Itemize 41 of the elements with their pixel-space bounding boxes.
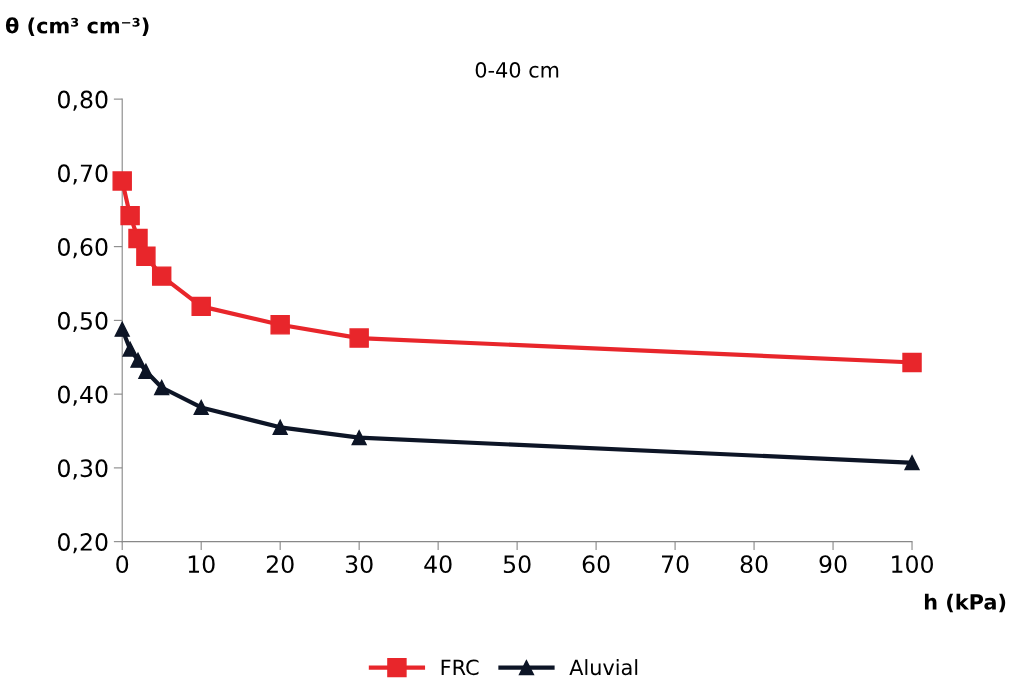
x-tick-label: 30 bbox=[345, 555, 373, 574]
x-tick-label: 90 bbox=[819, 555, 847, 574]
legend-label: Aluvial bbox=[569, 659, 638, 676]
y-tick-label: 0,80 bbox=[58, 90, 108, 111]
x-tick-label: 40 bbox=[424, 555, 452, 574]
x-tick-label: 70 bbox=[662, 555, 689, 574]
x-tick-label: 60 bbox=[582, 555, 610, 574]
y-tick-label: 0,40 bbox=[58, 385, 108, 406]
x-tick-label: 100 bbox=[892, 555, 933, 574]
point bbox=[136, 246, 156, 266]
y-tick-label: 0,70 bbox=[58, 164, 108, 185]
point bbox=[904, 455, 920, 471]
point bbox=[351, 430, 367, 446]
point bbox=[130, 352, 146, 368]
legend-label: FRC bbox=[441, 659, 479, 676]
point bbox=[193, 399, 209, 416]
point bbox=[272, 419, 288, 435]
x-tick-label: 0 bbox=[116, 555, 129, 574]
x-tick-label: 10 bbox=[188, 555, 215, 574]
point bbox=[151, 266, 172, 286]
y-tick-label: 0,50 bbox=[58, 311, 108, 333]
x-axis-title: h (kPa) bbox=[924, 593, 1006, 613]
point bbox=[154, 379, 170, 396]
point bbox=[138, 363, 154, 379]
point bbox=[120, 205, 140, 226]
point bbox=[112, 171, 132, 191]
y-tick-label: 0,20 bbox=[58, 533, 108, 554]
x-tick-label: 80 bbox=[740, 555, 768, 574]
point bbox=[191, 296, 211, 317]
y-axis-title: θ (cm³ cm⁻³) bbox=[5, 17, 149, 37]
x-tick-label: 20 bbox=[266, 555, 294, 574]
point bbox=[349, 328, 369, 348]
chart-title: 0-40 cm bbox=[475, 62, 559, 78]
point bbox=[122, 341, 138, 357]
point bbox=[128, 228, 148, 249]
y-tick-label: 0,30 bbox=[58, 459, 108, 480]
point bbox=[114, 321, 130, 337]
x-tick-label: 50 bbox=[503, 555, 531, 574]
point bbox=[902, 352, 922, 373]
y-tick-label: 0,60 bbox=[58, 238, 108, 259]
point bbox=[270, 315, 290, 335]
